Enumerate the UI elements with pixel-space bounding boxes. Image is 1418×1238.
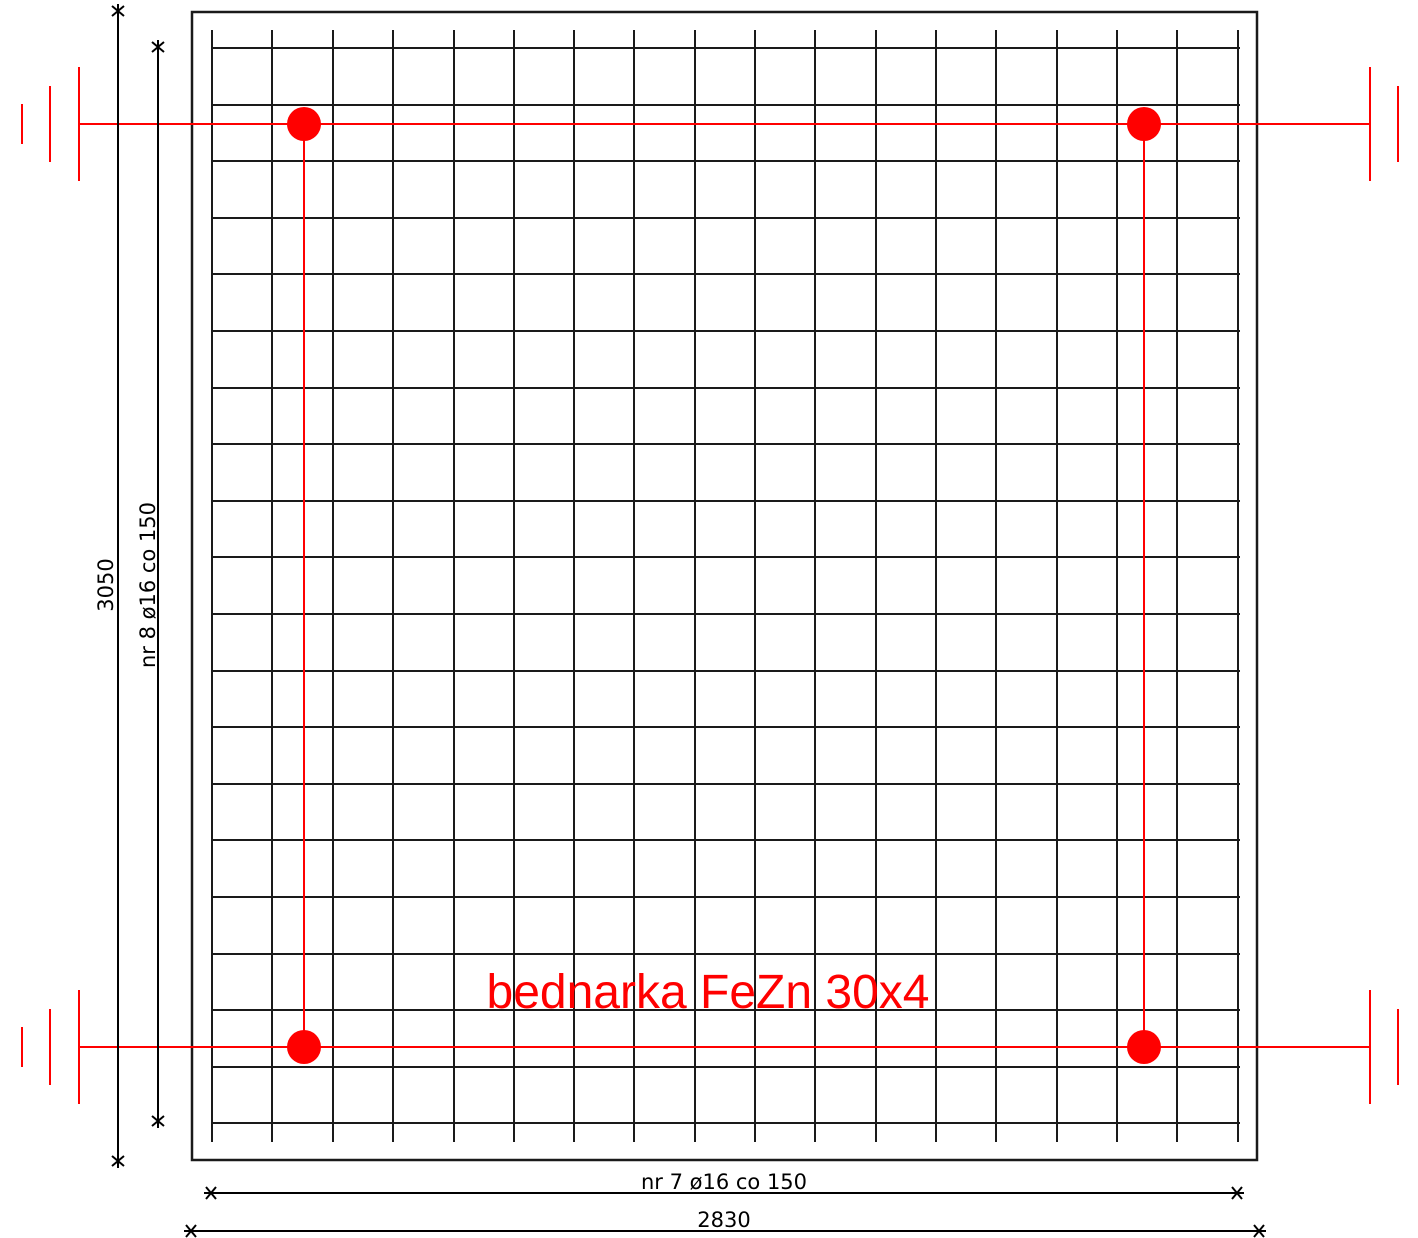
dim-tick [184,1224,198,1238]
dimension-lines [111,4,1266,1238]
earth-ground-icon [1369,990,1399,1104]
earth-ground-icon [21,67,80,181]
dim-tick [1252,1224,1266,1238]
dim-tick [111,4,125,18]
rebar-mesh [211,30,1240,1142]
dim-height-text: 3050 [94,558,118,611]
dim-tick [204,1186,218,1200]
earth-ground-icon [1369,67,1399,181]
dim-tick [1230,1186,1244,1200]
dim-tick [151,1114,165,1128]
slab-outline [190,10,1259,1162]
rebar-horizontal-text: nr 7 ø16 co 150 [641,1170,807,1194]
flat-bar-label: bednarka FeZn 30x4 [487,966,930,1019]
dim-tick [111,1154,125,1168]
junction-dot-icon [1127,1030,1161,1064]
grounding-flat-bar [21,67,1399,1104]
dim-width-text: 2830 [697,1208,750,1232]
dim-tick [151,40,165,54]
earth-ground-icon [21,990,80,1104]
junction-dot-icon [287,1030,321,1064]
junction-dot-icon [1127,107,1161,141]
rebar-vertical-text: nr 8 ø16 co 150 [136,502,160,668]
junction-dot-icon [287,107,321,141]
